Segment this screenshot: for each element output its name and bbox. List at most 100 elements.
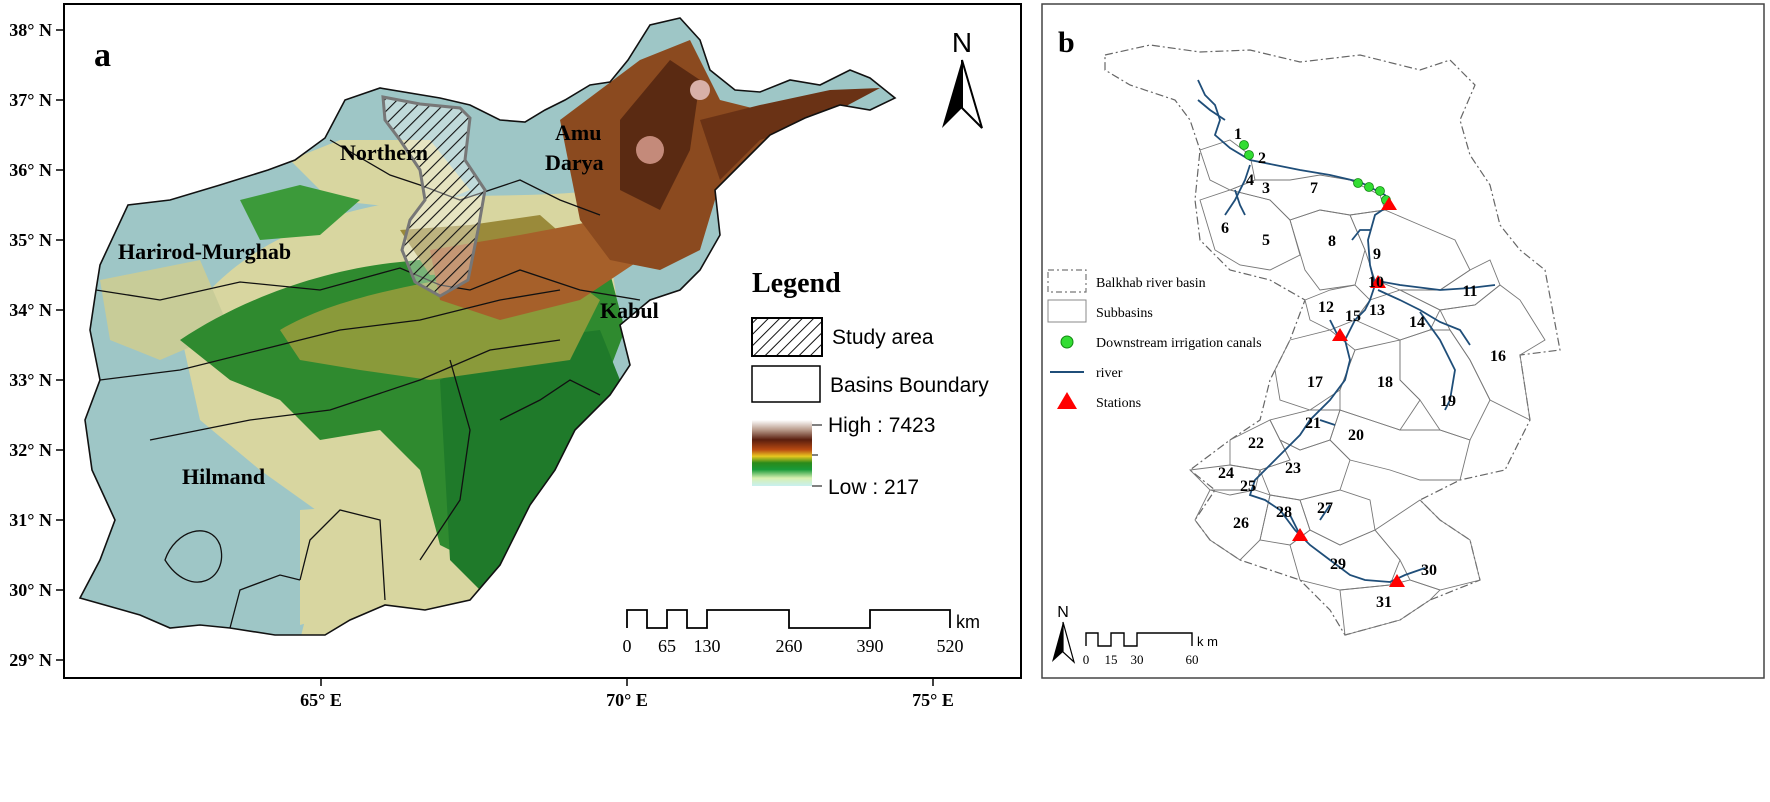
subbasin-label: 29	[1330, 556, 1346, 573]
country-outline	[78, 17, 897, 636]
lon-label: 65° E	[300, 690, 342, 710]
basin-labels: Northern Amu Darya Harirod-Murghab Kabul…	[118, 120, 659, 489]
lat-label: 36° N	[9, 160, 52, 180]
subbasin-label: 23	[1285, 460, 1301, 477]
north-arrow-a: N	[942, 27, 983, 129]
scalebar-label: 130	[694, 636, 721, 656]
lat-ticks: 38° N 37° N 36° N 35° N 34° N 33° N 32° …	[9, 20, 64, 670]
lat-label: 35° N	[9, 230, 52, 250]
map-tan-zone	[300, 505, 385, 625]
scalebar-label: 390	[857, 636, 884, 656]
stations	[1292, 197, 1405, 587]
north-arrow-icon	[1052, 622, 1063, 662]
study-area	[381, 95, 487, 298]
canal-point	[1375, 186, 1385, 196]
lat-label: 37° N	[9, 90, 52, 110]
subbasin-label: 25	[1240, 478, 1256, 495]
panel-b: b	[1041, 3, 1765, 679]
lon-label: 70° E	[606, 690, 648, 710]
legend-subbasin-label: Subbasins	[1096, 306, 1153, 321]
subbasin-label: 26	[1233, 515, 1249, 532]
subbasin-label: 1	[1234, 126, 1242, 143]
canal-point	[1244, 150, 1254, 160]
legend-low-label: Low : 217	[828, 476, 919, 499]
subbasin-label: 21	[1305, 415, 1321, 432]
legend-title: Legend	[752, 268, 841, 299]
scalebar-unit: km	[956, 612, 980, 632]
canal-point	[1364, 182, 1374, 192]
map-dark-brown-zone	[620, 60, 700, 210]
lat-label: 38° N	[9, 20, 52, 40]
subbasin-label: 19	[1440, 393, 1456, 410]
scalebar-b: k m 0 15 30 60	[1083, 632, 1218, 667]
legend-station-label: Stations	[1096, 396, 1141, 411]
scalebar-label: 65	[658, 636, 676, 656]
scalebar-label: 0	[623, 636, 632, 656]
north-arrow-icon	[942, 60, 962, 128]
subbasin-label: 28	[1276, 504, 1292, 521]
subbasin-label: 2	[1258, 150, 1266, 167]
panel-b-label: b	[1058, 26, 1075, 59]
subbasin-label: 4	[1246, 172, 1254, 189]
lat-label: 33° N	[9, 370, 52, 390]
basin-label-harirod: Harirod-Murghab	[118, 239, 291, 264]
north-label: N	[952, 27, 972, 58]
legend-study-area-swatch	[751, 317, 823, 357]
scalebar-label: 520	[937, 636, 964, 656]
map-green-zone	[240, 185, 360, 240]
legend-basin-swatch	[1047, 269, 1087, 293]
lat-label: 32° N	[9, 440, 52, 460]
scalebar-label: 30	[1131, 652, 1144, 667]
subbasin-label: 22	[1248, 435, 1264, 452]
lon-ticks: 65° E 70° E 75° E	[300, 678, 954, 710]
subbasin-label: 12	[1318, 299, 1334, 316]
legend-canal-label: Downstream irrigation canals	[1096, 336, 1262, 351]
map-peak	[690, 80, 710, 100]
subbasin-label: 20	[1348, 427, 1364, 444]
north-label: N	[1057, 604, 1069, 621]
legend-basin-label: Balkhab river basin	[1096, 276, 1206, 291]
scalebar-label: 15	[1105, 652, 1118, 667]
legend-subbasin-swatch	[1047, 299, 1087, 323]
legend-boundary-swatch	[751, 365, 821, 403]
legend-study-area-label: Study area	[832, 326, 934, 349]
scalebar-unit: k m	[1197, 634, 1218, 649]
station-marker	[1292, 528, 1308, 541]
lat-label: 34° N	[9, 300, 52, 320]
map-brown-zone	[430, 220, 640, 320]
subbasin-label: 11	[1462, 283, 1477, 300]
station-marker	[1381, 197, 1397, 210]
canal-point	[1239, 140, 1249, 150]
legend-canal-icon	[1060, 335, 1074, 349]
lon-label: 75° E	[912, 690, 954, 710]
lat-label: 29° N	[9, 650, 52, 670]
subbasin-label: 6	[1221, 220, 1229, 237]
subbasin-label: 14	[1409, 314, 1425, 331]
scalebar-a: km 0 65 130 260 390 520	[623, 609, 980, 656]
scalebar-label: 0	[1083, 652, 1090, 667]
legend-elevation-ramp	[752, 420, 812, 486]
subbasin-label: 30	[1421, 562, 1437, 579]
panel-a-label: a	[94, 37, 111, 74]
station-marker	[1389, 574, 1405, 587]
subbasin-label: 31	[1376, 594, 1392, 611]
subbasin-label: 5	[1262, 232, 1270, 249]
map-peak	[636, 136, 664, 164]
subbasin-label: 18	[1377, 374, 1393, 391]
subbasin-label: 13	[1369, 302, 1385, 319]
station-marker	[1370, 275, 1386, 288]
subbasin-label: 7	[1310, 180, 1318, 197]
subbasin-label: 27	[1317, 500, 1333, 517]
legend-high-label: High : 7423	[828, 414, 935, 437]
subbasin-label: 8	[1328, 233, 1336, 250]
north-arrow-b: N	[1052, 604, 1076, 664]
subbasin-label: 3	[1262, 180, 1270, 197]
subbasin-label: 15	[1345, 308, 1361, 325]
subbasin-labels: 1 2 3 4 5 6 7 8 9 10 11 12 13 14 15 16 1…	[1218, 126, 1506, 611]
scalebar-label: 60	[1186, 652, 1199, 667]
lat-label: 30° N	[9, 580, 52, 600]
subbasin-label: 24	[1218, 465, 1234, 482]
basin-label-amu: Amu	[555, 120, 601, 145]
basin-label-darya: Darya	[545, 150, 604, 175]
subbasin-label: 9	[1373, 246, 1381, 263]
